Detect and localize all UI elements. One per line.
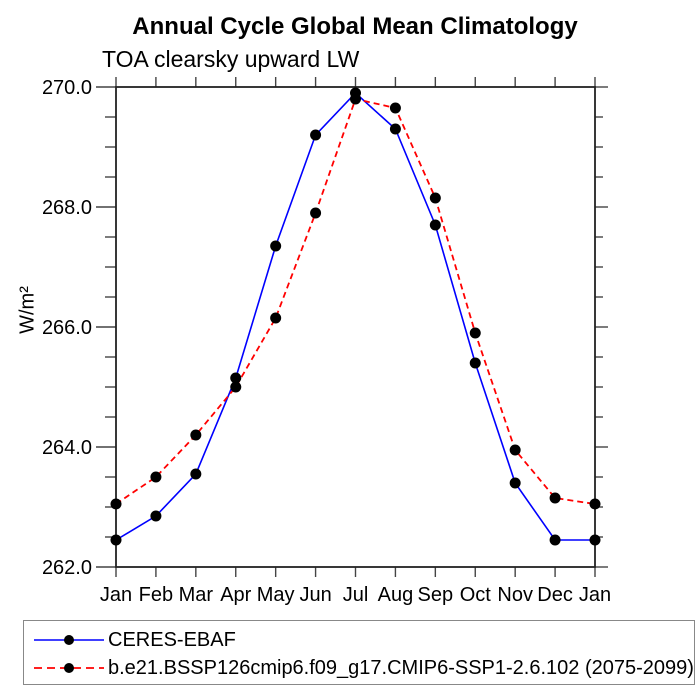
data-point-marker xyxy=(469,327,481,339)
data-point-marker xyxy=(310,207,322,219)
legend-box: CERES-EBAF b.e21.BSSP126cmip6.f09_g17.CM… xyxy=(23,620,695,685)
legend-item-model: b.e21.BSSP126cmip6.f09_g17.CMIP6-SSP1-2.… xyxy=(33,655,694,681)
y-tick-label: 270.0 xyxy=(42,77,92,99)
data-point-marker xyxy=(509,477,521,489)
data-point-marker xyxy=(310,129,322,141)
legend-label-ceres: CERES-EBAF xyxy=(108,628,236,651)
y-tick-label: 266.0 xyxy=(42,317,92,339)
chart-subtitle: TOA clearsky upward LW xyxy=(102,46,360,72)
data-point-marker xyxy=(429,192,441,204)
x-tick-label: Jul xyxy=(343,584,369,606)
dashed-line-marker-icon xyxy=(34,663,104,673)
data-point-marker xyxy=(270,240,282,252)
y-tick-label: 268.0 xyxy=(42,197,92,219)
data-point-marker xyxy=(589,534,601,546)
data-point-marker xyxy=(549,492,561,504)
data-point-marker xyxy=(110,534,122,546)
x-tick-label: May xyxy=(257,584,295,606)
x-tick-label: Mar xyxy=(179,584,214,606)
x-tick-label: Dec xyxy=(537,584,573,606)
plot-frame xyxy=(115,86,596,568)
series-line-1 xyxy=(115,97,596,505)
x-tick-label: Oct xyxy=(460,584,492,606)
series-line-0 xyxy=(115,91,595,541)
data-point-marker xyxy=(350,93,361,105)
data-point-marker xyxy=(150,510,162,522)
legend-label-model: b.e21.BSSP126cmip6.f09_g17.CMIP6-SSP1-2.… xyxy=(108,656,694,679)
x-tick-label: Nov xyxy=(497,584,533,606)
x-tick-label: Jan xyxy=(579,584,611,606)
data-point-marker xyxy=(110,498,122,510)
data-point-marker xyxy=(429,219,441,231)
legend-item-ceres: CERES-EBAF xyxy=(33,627,236,653)
x-tick-label: Feb xyxy=(139,584,173,606)
y-tick-label: 264.0 xyxy=(42,437,92,459)
data-point-marker xyxy=(509,444,521,456)
data-point-marker xyxy=(469,357,481,369)
x-tick-label: Aug xyxy=(378,584,414,606)
solid-line-marker-icon xyxy=(34,635,104,645)
x-tick-label: Jun xyxy=(299,584,331,606)
data-point-marker xyxy=(389,102,401,114)
data-point-marker xyxy=(190,429,202,441)
data-point-marker xyxy=(150,471,162,483)
chart-title: Annual Cycle Global Mean Climatology xyxy=(132,13,578,40)
x-tick-label: Sep xyxy=(418,584,454,606)
data-point-marker xyxy=(230,372,242,384)
data-point-marker xyxy=(190,468,202,480)
data-point-marker xyxy=(270,312,282,324)
data-point-marker xyxy=(389,123,401,135)
data-point-marker xyxy=(589,498,601,510)
data-point-marker xyxy=(230,381,242,393)
x-tick-label: Jan xyxy=(100,584,132,606)
x-tick-label: Apr xyxy=(220,584,251,606)
y-tick-label: 262.0 xyxy=(42,557,92,579)
data-point-marker xyxy=(549,534,561,546)
